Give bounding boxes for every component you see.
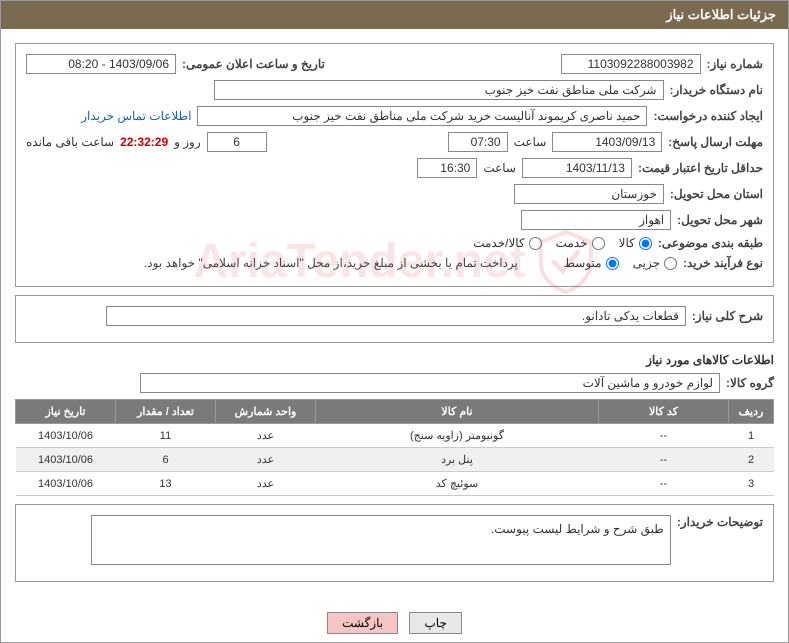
category-radio-2[interactable] bbox=[529, 237, 542, 250]
need-number-value: 1103092288003982 bbox=[561, 54, 701, 74]
table-cell: 1 bbox=[729, 424, 774, 448]
table-cell: عدد bbox=[216, 448, 316, 472]
city-value: اهواز bbox=[521, 210, 671, 230]
back-button[interactable]: بازگشت bbox=[327, 612, 398, 634]
buyer-notes-value: طبق شرح و شرایط لیست پیوست. bbox=[91, 515, 671, 565]
remain-time: 22:32:29 bbox=[120, 135, 168, 149]
col-date: تاریخ نیاز bbox=[16, 400, 116, 424]
announce-label: تاریخ و ساعت اعلان عمومی: bbox=[182, 57, 325, 71]
category-option-0[interactable]: کالا bbox=[619, 236, 652, 250]
price-validity-date: 1403/11/13 bbox=[522, 158, 632, 178]
table-cell: پنل برد bbox=[316, 448, 599, 472]
purchase-type-label: نوع فرآیند خرید: bbox=[683, 256, 763, 270]
category-radio-1[interactable] bbox=[592, 237, 605, 250]
item-group-label: گروه کالا: bbox=[726, 376, 774, 390]
reply-deadline-time: 07:30 bbox=[448, 132, 508, 152]
print-button[interactable]: چاپ bbox=[409, 612, 461, 634]
purchase-type-radio-group: جزیی متوسط bbox=[564, 256, 677, 270]
need-desc-value: قطعات یدکی تادانو. bbox=[106, 306, 686, 326]
table-cell: عدد bbox=[216, 424, 316, 448]
page-header: جزئیات اطلاعات نیاز bbox=[1, 1, 788, 29]
col-qty: تعداد / مقدار bbox=[116, 400, 216, 424]
province-label: استان محل تحویل: bbox=[670, 187, 763, 201]
table-cell: 1403/10/06 bbox=[16, 472, 116, 496]
price-validity-time: 16:30 bbox=[417, 158, 477, 178]
table-cell: 13 bbox=[116, 472, 216, 496]
table-cell: 2 bbox=[729, 448, 774, 472]
table-cell: 3 bbox=[729, 472, 774, 496]
button-bar: چاپ بازگشت bbox=[1, 604, 788, 642]
purchase-radio-1[interactable] bbox=[606, 257, 619, 270]
table-row: 1--گونیومتر (زاویه سنج)عدد111403/10/06 bbox=[16, 424, 774, 448]
table-cell: گونیومتر (زاویه سنج) bbox=[316, 424, 599, 448]
col-name: نام کالا bbox=[316, 400, 599, 424]
category-option-1[interactable]: خدمت bbox=[556, 236, 605, 250]
buyer-org-label: نام دستگاه خریدار: bbox=[670, 83, 764, 97]
payment-note: پرداخت تمام یا بخشی از مبلغ خرید،از محل … bbox=[144, 256, 518, 270]
contact-link[interactable]: اطلاعات تماس خریدار bbox=[81, 109, 191, 123]
need-desc-label: شرح کلی نیاز: bbox=[692, 309, 763, 323]
remain-days: 6 bbox=[207, 132, 267, 152]
table-cell: 11 bbox=[116, 424, 216, 448]
buyer-org-value: شرکت ملی مناطق نفت خیز جنوب bbox=[214, 80, 664, 100]
table-cell: عدد bbox=[216, 472, 316, 496]
col-code: کد کالا bbox=[599, 400, 729, 424]
price-time-label: ساعت bbox=[483, 161, 516, 175]
items-table: ردیف کد کالا نام کالا واحد شمارش تعداد /… bbox=[15, 399, 774, 496]
reply-deadline-date: 1403/09/13 bbox=[552, 132, 662, 152]
province-value: خوزستان bbox=[514, 184, 664, 204]
table-cell: 1403/10/06 bbox=[16, 424, 116, 448]
requester-label: ایجاد کننده درخواست: bbox=[653, 109, 763, 123]
table-cell: -- bbox=[599, 472, 729, 496]
announce-value: 1403/09/06 - 08:20 bbox=[26, 54, 176, 74]
table-cell: -- bbox=[599, 424, 729, 448]
reply-deadline-label: مهلت ارسال پاسخ: bbox=[668, 135, 763, 149]
table-cell: -- bbox=[599, 448, 729, 472]
purchase-option-0[interactable]: جزیی bbox=[633, 256, 677, 270]
table-row: 2--پنل بردعدد61403/10/06 bbox=[16, 448, 774, 472]
remain-days-label: روز و bbox=[174, 135, 201, 149]
need-number-label: شماره نیاز: bbox=[707, 57, 763, 71]
category-radio-0[interactable] bbox=[639, 237, 652, 250]
city-label: شهر محل تحویل: bbox=[677, 213, 763, 227]
table-cell: 6 bbox=[116, 448, 216, 472]
table-header-row: ردیف کد کالا نام کالا واحد شمارش تعداد /… bbox=[16, 400, 774, 424]
item-group-value: لوازم خودرو و ماشین آلات bbox=[140, 373, 720, 393]
category-label: طبقه بندی موضوعی: bbox=[658, 236, 763, 250]
buyer-notes-fieldset: توضیحات خریدار: طبق شرح و شرایط لیست پیو… bbox=[15, 504, 774, 582]
purchase-option-1[interactable]: متوسط bbox=[564, 256, 619, 270]
table-cell: 1403/10/06 bbox=[16, 448, 116, 472]
category-radio-group: کالا خدمت کالا/خدمت bbox=[473, 236, 652, 250]
details-fieldset: شماره نیاز: 1103092288003982 تاریخ و ساع… bbox=[15, 43, 774, 287]
col-row: ردیف bbox=[729, 400, 774, 424]
table-cell: سوئیچ کد bbox=[316, 472, 599, 496]
requester-value: حمید ناصری کریموند آنالیست خرید شرکت ملی… bbox=[197, 106, 647, 126]
col-unit: واحد شمارش bbox=[216, 400, 316, 424]
price-validity-label: حداقل تاریخ اعتبار قیمت: bbox=[638, 161, 763, 175]
category-option-2[interactable]: کالا/خدمت bbox=[473, 236, 541, 250]
table-row: 3--سوئیچ کدعدد131403/10/06 bbox=[16, 472, 774, 496]
buyer-notes-label: توضیحات خریدار: bbox=[677, 515, 763, 529]
reply-time-label: ساعت bbox=[514, 135, 547, 149]
header-title: جزئیات اطلاعات نیاز bbox=[666, 7, 776, 22]
remain-suffix: ساعت باقی مانده bbox=[26, 135, 114, 149]
purchase-radio-0[interactable] bbox=[664, 257, 677, 270]
items-section-title: اطلاعات کالاهای مورد نیاز bbox=[15, 353, 774, 367]
need-desc-fieldset: شرح کلی نیاز: قطعات یدکی تادانو. bbox=[15, 295, 774, 343]
